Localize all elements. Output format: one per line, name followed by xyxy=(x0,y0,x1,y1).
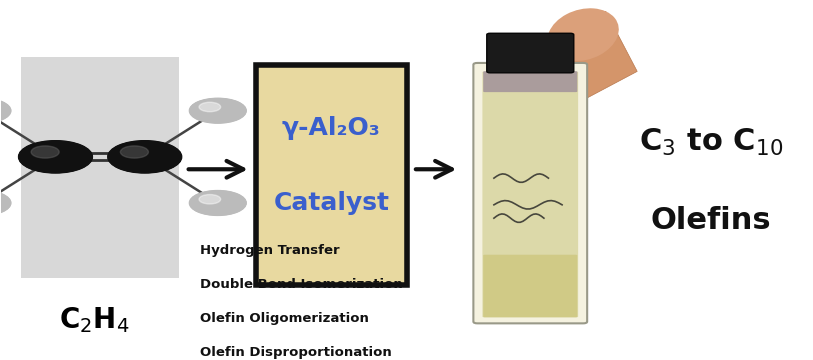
FancyBboxPatch shape xyxy=(487,33,574,73)
Circle shape xyxy=(19,141,93,173)
Circle shape xyxy=(108,141,181,173)
Circle shape xyxy=(189,98,246,123)
FancyBboxPatch shape xyxy=(483,71,577,92)
FancyBboxPatch shape xyxy=(21,58,179,278)
Text: Catalyst: Catalyst xyxy=(273,191,389,215)
Text: Olefin Oligomerization: Olefin Oligomerization xyxy=(199,312,368,325)
Text: γ-Al₂O₃: γ-Al₂O₃ xyxy=(282,116,380,140)
FancyBboxPatch shape xyxy=(483,255,577,317)
Text: Olefins: Olefins xyxy=(650,206,772,235)
Circle shape xyxy=(0,98,11,123)
Text: Double Bond Isomerization: Double Bond Isomerization xyxy=(199,278,402,291)
Circle shape xyxy=(199,194,220,204)
Circle shape xyxy=(31,146,59,158)
FancyBboxPatch shape xyxy=(473,63,587,323)
Text: C$_3$ to C$_{10}$: C$_3$ to C$_{10}$ xyxy=(639,127,783,158)
FancyBboxPatch shape xyxy=(256,64,406,285)
Text: C$_2$H$_4$: C$_2$H$_4$ xyxy=(59,305,129,335)
Ellipse shape xyxy=(547,8,619,61)
Circle shape xyxy=(0,190,11,215)
Text: Olefin Disproportionation: Olefin Disproportionation xyxy=(199,346,391,359)
Text: Hydrogen Transfer: Hydrogen Transfer xyxy=(199,244,339,257)
Circle shape xyxy=(189,190,246,215)
Circle shape xyxy=(120,146,149,158)
Polygon shape xyxy=(524,12,637,111)
Circle shape xyxy=(199,102,220,112)
FancyBboxPatch shape xyxy=(482,71,578,318)
